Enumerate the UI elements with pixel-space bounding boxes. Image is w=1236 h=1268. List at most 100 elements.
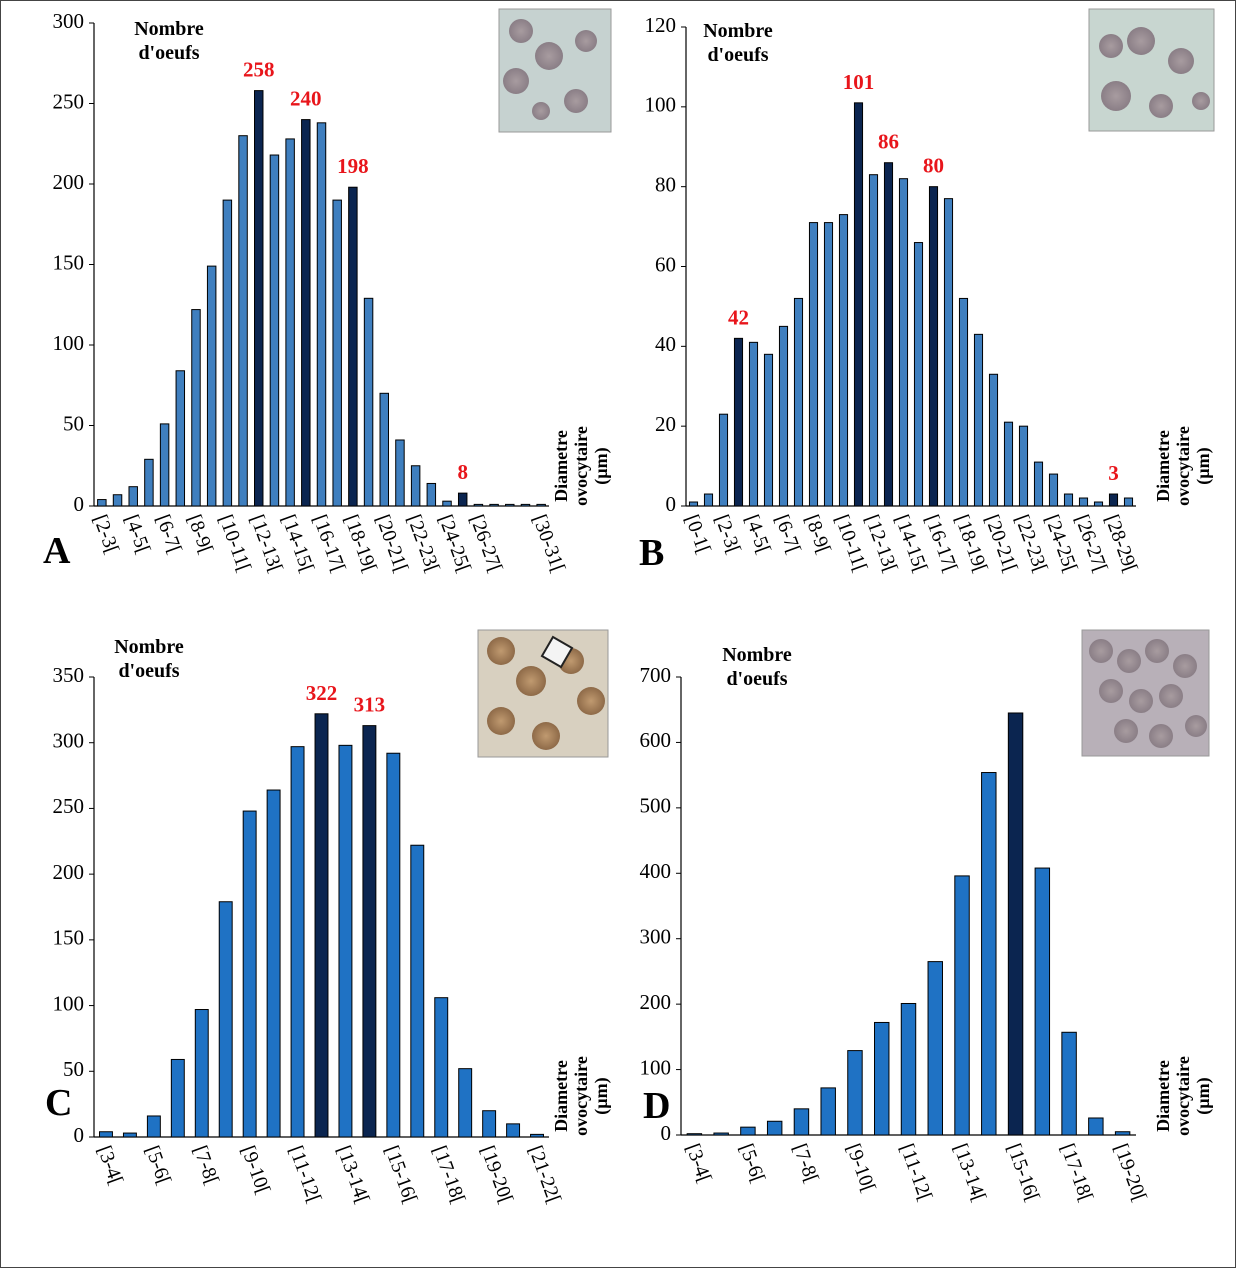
x-tick-label: [5-6[ [141,1143,175,1188]
photo [477,629,609,758]
bar [170,1058,185,1138]
bar [943,198,954,507]
bar [316,122,327,507]
bar [530,1133,544,1138]
bar [853,102,864,507]
bar [1123,497,1134,507]
bar [1061,1031,1077,1136]
bar [808,222,819,507]
x-tick-label: [17-18[ [1056,1141,1097,1205]
y-tick-label: 60 [655,252,676,276]
x-tick-label: [9-10[ [842,1141,880,1195]
x-tick-label: [4-5[ [120,512,154,557]
bar [442,500,452,507]
bar [505,503,515,507]
y-tick-label: 300 [53,729,85,753]
x-tick-label: [19-20[ [1110,1141,1151,1205]
bar [913,242,924,507]
photo [498,8,612,133]
y-tick-label: 150 [53,250,85,274]
bar [703,493,714,507]
bar [301,119,311,507]
bar [97,499,107,507]
bar [883,162,894,507]
bar [159,423,170,507]
x-tick-label: [9-10[ [237,1143,275,1197]
bar [686,1133,703,1136]
bar [457,492,468,507]
panel-label: D [643,1085,671,1127]
bar [332,199,342,507]
y-tick-label: 0 [666,492,677,516]
bar [1048,473,1059,507]
y-tick-label: 300 [640,925,672,949]
bar [338,744,353,1138]
x-tick-label: [13-14[ [949,1141,990,1205]
bar [99,1131,113,1138]
x-axis-title: Diametre ovocytaire (µm) [551,426,611,506]
bar [410,465,421,507]
x-tick-label: [30-31[ [528,512,569,576]
bar [838,214,849,507]
y-tick-label: 100 [640,1055,672,1079]
bar [473,503,484,507]
y-tick-label: 400 [640,859,672,883]
bar [144,458,154,507]
bar [194,1009,209,1138]
panel-label: A [43,530,71,572]
y-tick-label: 0 [74,1123,85,1147]
x-tick-label: [4-5[ [740,512,774,557]
bar [1093,501,1104,507]
bar [348,186,358,507]
y-tick-label: 250 [53,89,85,113]
y-tick-label: 500 [640,794,672,818]
y-tick-label: 0 [74,492,85,516]
bar [410,844,425,1138]
bar [748,341,759,507]
y-tick-label: 80 [655,172,676,196]
bar [874,1021,890,1136]
bar [266,789,281,1138]
y-tick-label: 100 [53,331,85,355]
photo [1088,8,1215,132]
value-label: 258 [243,58,275,82]
x-tick-label: [8-9[ [800,512,834,557]
bar [269,154,280,507]
bar [988,373,999,507]
y-tick-label: 150 [53,926,85,950]
bar [778,325,789,507]
x-tick-label: [6-7[ [770,512,804,557]
bar [218,901,233,1138]
x-tick-label: [0-1[ [680,512,714,557]
bar [536,503,546,507]
bar [112,494,123,507]
bar [868,174,879,507]
bar [191,309,201,507]
bar [458,1068,473,1138]
panel-label: C [45,1082,73,1124]
bar [128,486,138,507]
x-tick-label: [3-4[ [681,1141,715,1186]
bar [506,1123,521,1138]
bar [733,337,744,507]
x-tick-label: [3-4[ [93,1143,127,1188]
bar [1003,421,1014,507]
x-tick-label: [21-22[ [524,1143,565,1207]
y-tick-label: 350 [53,663,85,687]
y-tick-label: 250 [53,794,85,818]
y-tick-label: 120 [645,13,677,37]
bar [766,1120,783,1136]
x-tick-label: [15-16[ [380,1143,421,1207]
bar [290,746,305,1138]
x-tick-label: [2-3[ [89,512,123,557]
bar [1108,493,1119,507]
panel-label: B [639,532,665,574]
y-tick-label: 300 [53,9,85,33]
bar [713,1132,729,1136]
bar [1078,497,1089,507]
x-axis-title: Diametre ovocytaire (µm) [1153,426,1213,506]
x-tick-label: [7-8[ [788,1141,822,1186]
photo [1081,629,1210,757]
bar [973,333,984,507]
x-tick-label: [2-3[ [710,512,744,557]
